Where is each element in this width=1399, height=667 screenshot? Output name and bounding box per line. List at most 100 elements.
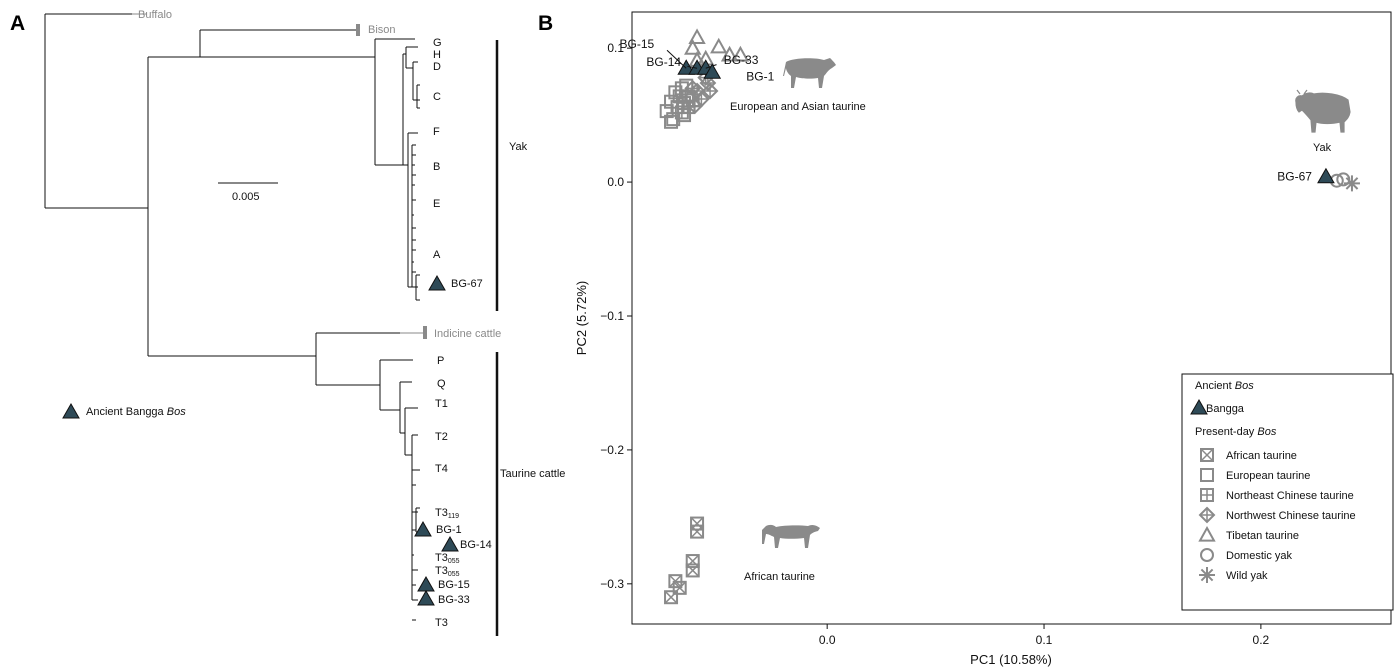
legend-entry-label: Domestic yak [1226, 550, 1293, 562]
legend-box [1181, 373, 1394, 611]
x-tick-label: 0.0 [819, 633, 836, 647]
legend-entry-label: Tibetan taurine [1226, 530, 1299, 542]
data-point [1343, 175, 1360, 192]
data-point [688, 28, 706, 45]
clade-label: H [433, 49, 441, 61]
legend-marker [1199, 567, 1215, 583]
indicine-marker [423, 326, 427, 339]
x-tick-label: 0.1 [1036, 633, 1053, 647]
legend: Ancient Bos Bangga Present-day Bos Afric… [1181, 373, 1394, 611]
sample-label: BG-67 [451, 278, 483, 290]
ancient-leader-line [687, 65, 698, 69]
panel-a-label: A [10, 12, 25, 35]
data-point [720, 45, 739, 62]
clade-label: F [433, 126, 440, 138]
legend-entry-label: European taurine [1226, 470, 1310, 482]
y-tick-label: 0.0 [607, 175, 624, 189]
data-point [710, 37, 728, 54]
clade-label: C [433, 91, 441, 103]
clade-label: A [433, 249, 441, 261]
ancient-marker [441, 535, 459, 552]
clade-label: P [437, 355, 444, 367]
y-tick-label: −0.1 [600, 309, 624, 323]
tree-legend-marker [62, 402, 80, 419]
legend-marker [1200, 468, 1214, 482]
legend-entry-label: Northeast Chinese taurine [1226, 490, 1354, 502]
bison-label: Bison [368, 24, 396, 36]
sample-label: BG-15 [438, 579, 470, 591]
data-point [690, 524, 705, 539]
ancient-points: BG-15 BG-14 BG-33 BG-1 BG-67 [620, 37, 1335, 184]
annotation-european-asian: European and Asian taurine [730, 101, 866, 113]
ancient-marker [414, 520, 432, 537]
cow-icon [783, 58, 836, 88]
clade-label: T4 [435, 463, 448, 475]
african-cow-icon [762, 524, 820, 548]
ancient-point-label: BG-33 [724, 53, 759, 67]
legend-title-ancient: Ancient Bos [1195, 380, 1254, 392]
ancient-point-label: BG-1 [746, 69, 774, 83]
tree-ancient-samples [414, 274, 459, 606]
legend-entry-label: Northwest Chinese taurine [1226, 510, 1356, 522]
data-point [664, 590, 679, 605]
legend-marker [1198, 506, 1216, 524]
data-point [701, 82, 719, 100]
legend-marker [1200, 548, 1214, 562]
legend-marker [1198, 525, 1216, 542]
y-tick-label: −0.2 [600, 443, 624, 457]
clade-label: E [433, 198, 440, 210]
ancient-point [1317, 167, 1335, 184]
data-point [686, 97, 704, 115]
clade-label: T1 [435, 398, 448, 410]
ancient-point-label: BG-14 [646, 55, 681, 69]
clade-label: Q [437, 378, 446, 390]
tree-legend-label: Ancient Bangga Bos [86, 406, 186, 418]
sample-label: BG-14 [460, 539, 492, 551]
taurine-clade-label: Taurine cattle [500, 468, 565, 480]
ancient-leader-line [666, 49, 687, 69]
ancient-marker [417, 575, 435, 592]
taurine-clade-labels: P Q T1 T2 T4 T3119 T3055 T3055 T3 Taurin… [435, 352, 565, 636]
annotation-african: African taurine [744, 571, 815, 583]
clade-label: T3055 [435, 565, 460, 578]
legend-entry-label: Bangga [1206, 403, 1245, 415]
data-point [664, 114, 679, 129]
legend-marker [1200, 488, 1214, 502]
data-point [672, 580, 687, 595]
yak-clade-label: Yak [509, 141, 528, 153]
scale-bar-label: 0.005 [232, 191, 260, 203]
x-axis-label: PC1 (10.58%) [970, 652, 1052, 667]
legend-entry-label: Wild yak [1226, 570, 1268, 582]
outgroup-labels: Buffalo Bison Indicine cattle [132, 9, 501, 340]
ancient-marker [417, 589, 435, 606]
ancient-point-label: BG-15 [620, 37, 655, 51]
legend-title-present: Present-day Bos [1195, 426, 1277, 438]
x-tick-label: 0.2 [1253, 633, 1270, 647]
legend-ancient-marker [1190, 398, 1208, 415]
clade-label: B [433, 161, 440, 173]
clade-label: G [433, 37, 442, 49]
data-point [685, 563, 700, 578]
yak-clade-labels: G H D C F B E A Yak [433, 37, 528, 311]
clade-label: D [433, 61, 441, 73]
legend-marker [1200, 448, 1214, 462]
yak-icon [1295, 89, 1351, 133]
ancient-point [703, 63, 722, 79]
data-point [684, 39, 702, 55]
annotation-yak: Yak [1313, 142, 1332, 154]
ancient-point-label: BG-67 [1277, 170, 1312, 184]
bison-marker [356, 24, 360, 36]
clade-label: T3 [435, 617, 448, 629]
sample-label: BG-33 [438, 594, 470, 606]
buffalo-label: Buffalo [138, 9, 172, 21]
legend-entry-label: African taurine [1226, 450, 1297, 462]
y-tick-label: −0.3 [600, 577, 624, 591]
legend-entries: African taurine European taurine Northeast… [1190, 398, 1356, 583]
axes: 0.0 0.1 0.2 0.1 0.0 −0.1 −0.2 −0.3 [600, 41, 1269, 647]
phylogenetic-tree [44, 13, 420, 621]
data-point [731, 45, 750, 62]
clade-label: T3055 [435, 552, 460, 565]
panel-b-label: B [538, 12, 553, 35]
sample-label: BG-1 [436, 524, 462, 536]
